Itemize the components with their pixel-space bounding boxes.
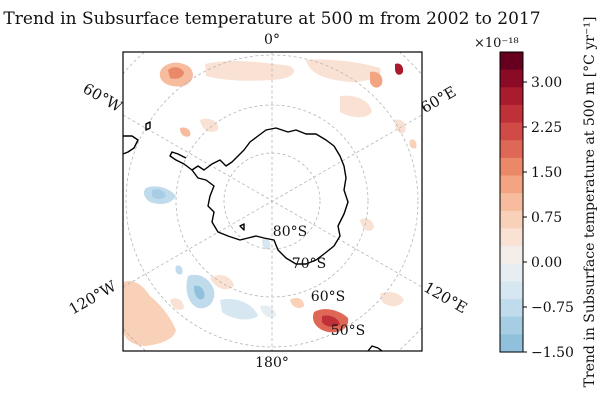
colorbar-swatch [500, 122, 523, 141]
warm-patch-east-small-2 [409, 139, 417, 149]
new-zealand-edge [367, 345, 383, 351]
colorbar-tick-label: 3.00 [531, 75, 562, 91]
meridian-60w-120e [123, 114, 422, 288]
lat-label-50s: 50°S [331, 323, 365, 339]
warm-patch-lower-left-2 [170, 298, 184, 310]
island-east [239, 223, 245, 231]
coastlines [123, 121, 383, 351]
antarctica-coastline [191, 127, 349, 265]
colorbar-swatches [500, 52, 523, 353]
warm-patch-south-east [380, 292, 404, 307]
colorbar-swatch [500, 104, 523, 124]
warm-patch-south-strong-core [322, 315, 340, 327]
lat-label-60s: 60°S [311, 289, 345, 305]
warm-patch-east-mid [360, 218, 374, 231]
warm-patch-east [340, 95, 372, 118]
colorbar-tick-label: −0.75 [531, 300, 574, 316]
warm-patch-north-right [306, 59, 381, 82]
lon-label-lower-right: 120°E [421, 278, 471, 317]
lat-label-80s: 80°S [273, 224, 307, 240]
cool-patch-west-core [152, 189, 166, 199]
colorbar-swatch [500, 69, 523, 88]
cool-patch-inner-2 [175, 265, 183, 275]
map-frame [122, 51, 423, 352]
warm-patch-south-mid [290, 298, 304, 308]
colorbar-swatch [500, 52, 523, 71]
colorbar-swatch [500, 87, 523, 106]
graticule [123, 52, 422, 351]
colorbar-swatch [500, 263, 523, 283]
lat-label-70s: 70°S [292, 256, 326, 272]
warm-patch-east-small [394, 119, 406, 134]
colorbar-swatch [500, 316, 523, 335]
colorbar-ticks: 3.00 2.25 1.50 0.75 0.00 −0.75 −1.50 [523, 75, 574, 361]
colorbar-frame [499, 51, 524, 353]
colorbar-tick-label: 0.00 [531, 255, 562, 271]
warm-anomaly-patches [123, 59, 417, 346]
cool-patch-inner [262, 238, 271, 250]
colorbar-label: Trend in Subsurface temperature at 500 m… [582, 17, 598, 388]
warm-patch-corner-dark [395, 63, 404, 75]
lon-label-upper-left: 60°W [80, 79, 126, 116]
colorbar-swatch [500, 140, 523, 159]
lon-label-upper-right: 60°E [418, 82, 460, 116]
colorbar-swatch [500, 246, 523, 265]
colorbar-tick-label: 2.25 [531, 120, 562, 136]
cool-patch-lower-left-core [194, 285, 205, 300]
lon-label-bottom: 180° [255, 355, 289, 371]
colorbar-swatch [500, 157, 523, 177]
warm-patch-west-inner-2 [200, 118, 219, 132]
colorbar-swatch [500, 210, 523, 230]
falkland-island [145, 121, 151, 131]
colorbar-swatch [500, 193, 523, 212]
colorbar-swatch [500, 228, 523, 247]
colorbar-swatch [500, 175, 523, 194]
lon-label-lower-left: 120°W [66, 277, 120, 319]
colorbar: ×10⁻¹⁸ 3.00 2.25 1.50 0.75 0.00 −0.75 −1.50 Tr… [474, 17, 598, 388]
cool-anomaly-patches [143, 186, 276, 320]
colorbar-tick-label: −1.50 [531, 345, 574, 361]
warm-patch-west-inner [180, 127, 191, 137]
colorbar-swatch [500, 281, 523, 300]
lon-label-top: 0° [264, 32, 280, 48]
warm-patch-north-left-core [168, 67, 184, 79]
colorbar-swatch [500, 334, 523, 353]
warm-patch-northeast [370, 71, 383, 88]
cool-patch-south [220, 298, 258, 320]
colorbar-swatch [500, 299, 523, 318]
warm-patch-lower-left [123, 280, 176, 346]
cool-patch-south-2 [260, 305, 276, 318]
colorbar-tick-label: 0.75 [531, 210, 562, 226]
colorbar-tick-label: 1.50 [531, 165, 562, 181]
colorbar-offset-text: ×10⁻¹⁸ [474, 36, 519, 51]
south-america-tip [123, 135, 139, 155]
chart-title: Trend in Subsurface temperature at 500 m… [3, 9, 540, 29]
map-panel [122, 51, 423, 352]
antarctic-peninsula [169, 151, 193, 171]
